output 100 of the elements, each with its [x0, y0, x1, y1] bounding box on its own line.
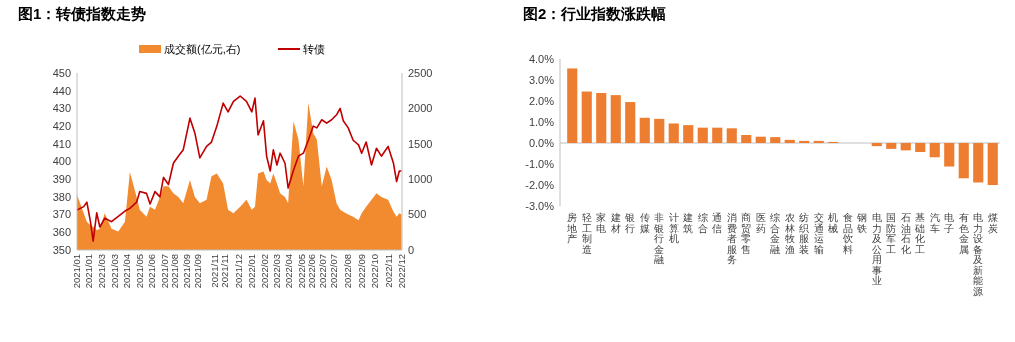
y2-tick-label: 2500: [408, 66, 433, 79]
x-tick-label: 交通运输: [813, 212, 824, 255]
x-tick-label: 商贸零售: [741, 212, 752, 255]
x-tick-label: 机械: [828, 212, 839, 234]
x-tick-label: 2021/03: [96, 254, 108, 289]
x-tick-label: 综合: [697, 212, 708, 234]
y2-tick-label: 0: [408, 243, 415, 256]
x-tick-label: 2022/10: [369, 254, 381, 289]
y2-tick-label: 1500: [408, 137, 433, 150]
bar: [668, 123, 679, 143]
x-tick-label: 2022/04: [283, 254, 295, 289]
x-tick-label: 2022/07: [316, 254, 328, 289]
bar: [973, 143, 984, 183]
bar: [929, 143, 940, 158]
y-tick-label: 4.0%: [528, 52, 555, 65]
x-tick-label: 2022/07: [328, 254, 340, 289]
x-tick-label: 通信: [712, 212, 723, 234]
x-tick-label: 2022/08: [342, 254, 354, 289]
x-tick-label: 消费者服务: [726, 212, 737, 265]
bar: [596, 93, 607, 143]
bar: [915, 143, 926, 153]
y-tick-label: 2.0%: [528, 94, 555, 107]
y-tick-label: 440: [52, 84, 71, 97]
y-tick-label: 420: [52, 119, 71, 132]
x-tick-label: 2022/06: [306, 254, 318, 289]
x-tick-label: 建材: [609, 212, 621, 234]
x-tick-label: 2022/02: [258, 254, 270, 289]
x-tick-label: 2021/06: [146, 254, 158, 289]
x-tick-label: 汽车: [929, 212, 940, 234]
bar: [784, 139, 795, 143]
x-tick-label: 电力及公用事业: [871, 212, 882, 286]
y-tick-label: 400: [52, 155, 71, 168]
y-tick-label: 410: [52, 137, 71, 150]
x-tick-label: 2021/01: [71, 254, 83, 289]
bar: [610, 95, 621, 143]
bar: [900, 143, 911, 151]
bar: [958, 143, 969, 179]
x-tick-label: 2022/05: [295, 254, 307, 289]
bar: [712, 127, 723, 143]
x-tick-label: 2021/03: [108, 254, 120, 289]
x-tick-label: 2021/05: [133, 254, 145, 289]
bar: [654, 118, 665, 143]
x-tick-label: 2021/11: [208, 254, 220, 288]
x-tick-label: 2021/01: [82, 254, 94, 289]
y-tick-label: -2.0%: [525, 178, 555, 191]
bar: [871, 143, 882, 147]
chart-title: 图1：转债指数走势: [18, 5, 147, 22]
y-tick-label: 0.0%: [528, 136, 555, 149]
bar: [799, 140, 810, 143]
x-tick-label: 石油石化: [900, 212, 911, 255]
bar: [987, 143, 998, 185]
bar: [697, 127, 708, 143]
x-tick-label: 轻工制造: [581, 212, 592, 255]
y-tick-label: -3.0%: [525, 199, 555, 212]
x-tick-label: 银行: [624, 212, 636, 234]
y-tick-label: 450: [52, 66, 71, 79]
x-tick-label: 有色金属: [958, 212, 969, 255]
x-tick-label: 医药: [755, 212, 766, 234]
bar: [944, 143, 955, 167]
y-tick-label: 390: [52, 173, 71, 186]
x-tick-label: 2022/03: [271, 254, 283, 289]
x-tick-label: 计算机: [668, 212, 679, 244]
y-tick-label: 360: [52, 226, 71, 239]
bar: [886, 143, 897, 149]
x-tick-label: 2021/08: [169, 254, 181, 289]
x-tick-label: 电力设备及新能源: [973, 212, 984, 297]
bar: [741, 135, 752, 143]
x-tick-label: 电子: [944, 212, 955, 234]
x-tick-label: 基础化工: [914, 212, 926, 255]
x-tick-label: 钢铁: [856, 212, 868, 234]
x-tick-label: 2021/12: [233, 254, 245, 289]
y-tick-label: -1.0%: [525, 157, 555, 170]
y-tick-label: 430: [52, 102, 71, 115]
y-tick-label: 380: [52, 190, 71, 203]
x-tick-label: 煤炭: [987, 212, 998, 234]
x-tick-label: 非银行金融: [653, 212, 665, 265]
x-tick-label: 食品饮料: [841, 212, 853, 255]
y-tick-label: 3.0%: [528, 73, 555, 86]
bar: [813, 140, 824, 143]
y-tick-label: 350: [52, 243, 71, 256]
x-tick-label: 建筑: [682, 212, 694, 234]
x-tick-label: 2021/09: [180, 254, 192, 289]
y2-tick-label: 2000: [408, 102, 433, 115]
bar: [683, 125, 694, 143]
x-tick-label: 农林牧渔: [783, 212, 795, 255]
bar: [567, 68, 578, 143]
bar: [625, 102, 636, 143]
x-tick-label: 家电: [596, 212, 607, 234]
x-tick-label: 2022/12: [395, 254, 407, 289]
legend-label: 转债: [303, 42, 325, 55]
x-tick-label: 2021/07: [158, 254, 170, 289]
bar: [726, 128, 737, 143]
x-tick-label: 2022/09: [355, 254, 367, 289]
bar: [581, 91, 592, 143]
y2-tick-label: 500: [408, 208, 427, 221]
bar: [770, 137, 781, 143]
x-tick-label: 2022/11: [382, 254, 394, 288]
legend-label: 成交额(亿元,右): [164, 42, 241, 55]
x-tick-label: 2022/01: [246, 254, 258, 289]
x-tick-label: 2021/04: [121, 254, 133, 289]
